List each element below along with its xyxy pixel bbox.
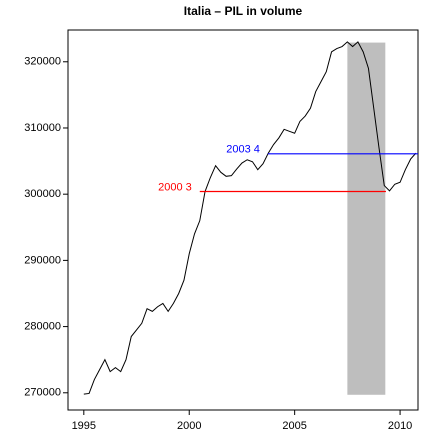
segment-label: 2003 4	[226, 144, 260, 156]
plot-frame	[67, 29, 419, 411]
chart-title: Italia – PIL in volume	[184, 4, 303, 18]
y-tick-label: 310000	[24, 122, 61, 134]
y-tick-label: 290000	[24, 254, 61, 266]
x-tick-label: 2000	[177, 420, 201, 432]
shaded-region	[347, 42, 386, 395]
segment-label: 2000 3	[158, 181, 192, 193]
data-line	[83, 41, 417, 395]
y-tick-label: 280000	[24, 320, 61, 332]
x-tick-label: 2010	[388, 420, 412, 432]
x-tick-label: 1995	[72, 420, 96, 432]
y-tick-label: 270000	[24, 387, 61, 399]
x-tick-label: 2005	[282, 420, 306, 432]
y-tick-label: 320000	[24, 56, 61, 68]
y-tick-label: 300000	[24, 188, 61, 200]
